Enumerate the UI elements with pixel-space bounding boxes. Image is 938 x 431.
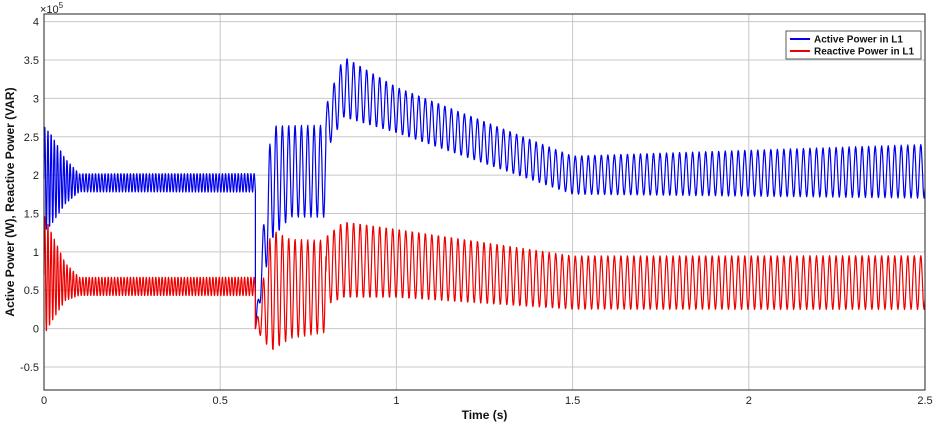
- y-tick-label: 3.5: [24, 55, 39, 67]
- legend-label: Reactive Power in L1: [814, 47, 914, 58]
- x-tick-label: 2.5: [917, 395, 932, 407]
- legend-label: Active Power in L1: [814, 35, 903, 46]
- y-tick-label: 3: [33, 93, 39, 105]
- x-tick-labels: 0 0.5 1 1.5 2 2.5: [41, 395, 933, 407]
- y-tick-label: 2: [33, 170, 39, 182]
- y-tick-label: 0.5: [24, 285, 39, 297]
- x-tick-label: 1: [393, 395, 399, 407]
- x-tick-label: 1.5: [565, 395, 580, 407]
- legend-box: [785, 30, 922, 60]
- x-axis-label: Time (s): [462, 408, 508, 422]
- y-tick-label: 1: [33, 247, 39, 259]
- y-tick-label: 0: [33, 324, 39, 336]
- y-exponent-power: 5: [59, 1, 64, 10]
- y-axis-label: Active Power (W), Reactive Power (VAR): [3, 87, 17, 316]
- series-line-2: [43, 216, 926, 351]
- y-tick-label: 2.5: [24, 132, 39, 144]
- y-tick-label: -0.5: [20, 362, 39, 374]
- y-tick-label: 1.5: [24, 209, 39, 221]
- plot-frame: [43, 13, 926, 391]
- y-exponent-label: ×105: [40, 1, 64, 16]
- x-tick-label: 0.5: [213, 395, 228, 407]
- x-tick-label: 2: [746, 395, 752, 407]
- series-line-1: [43, 58, 926, 330]
- y-tick-label: 4: [33, 17, 39, 29]
- plot-series: [43, 58, 926, 351]
- y-exponent-base: ×10: [40, 4, 59, 16]
- x-tick-label: 0: [41, 395, 47, 407]
- y-tick-labels: -0.5 0 0.5 1 1.5 2 2.5 3 3.5 4: [20, 17, 39, 374]
